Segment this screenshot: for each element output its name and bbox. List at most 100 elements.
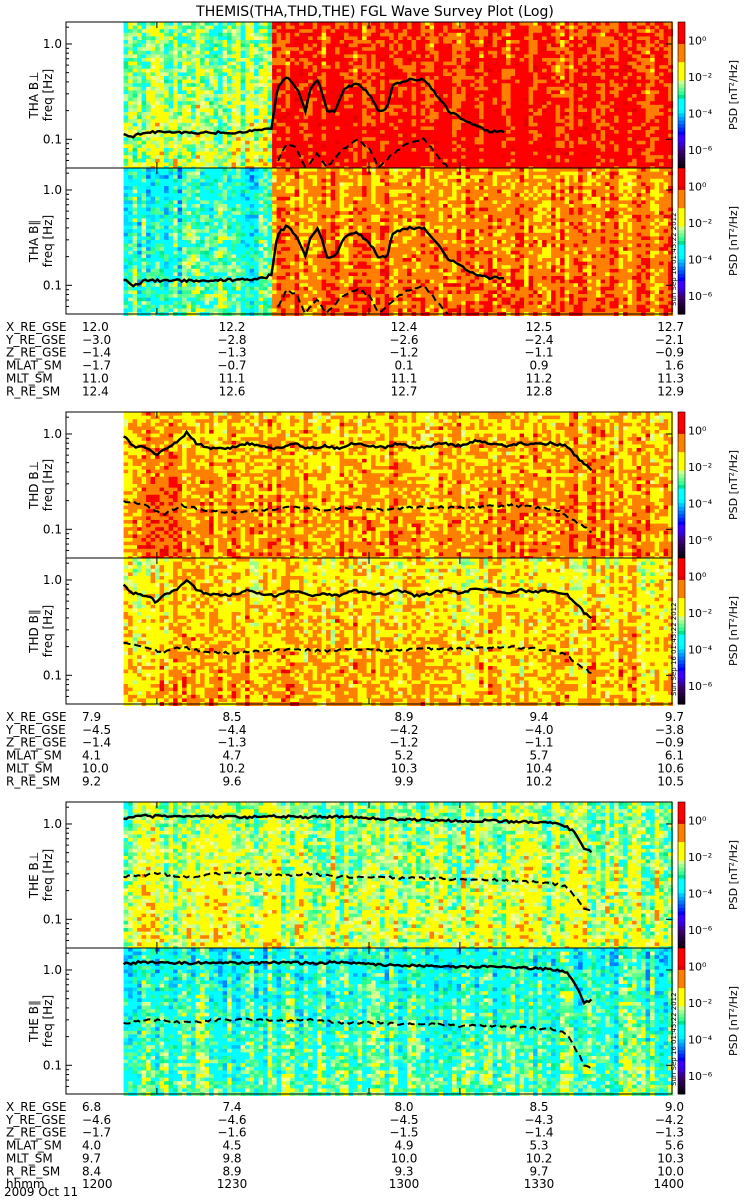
spectrogram-cell	[304, 36, 309, 40]
spectrogram-cell	[277, 119, 282, 123]
spectrogram-cell	[416, 119, 421, 123]
spectrogram-cell	[178, 116, 183, 120]
spectrogram-cell	[308, 54, 313, 58]
spectrogram-cell	[574, 76, 579, 80]
spectrogram-cell	[394, 94, 399, 98]
spectrogram-cell	[173, 54, 178, 58]
spectrogram-cell	[160, 162, 165, 166]
spectrogram-cell	[569, 47, 574, 51]
spectrogram-cell	[331, 144, 336, 148]
spectrogram-cell	[313, 40, 318, 44]
spectrogram-cell	[506, 134, 511, 138]
spectrogram-cell	[520, 116, 525, 120]
spectrogram-cell	[290, 29, 295, 33]
spectrogram-cell	[502, 44, 507, 48]
spectrogram-cell	[497, 80, 502, 84]
spectrogram-cell	[214, 29, 219, 33]
spectrogram-cell	[232, 69, 237, 73]
spectrogram-cell	[425, 44, 430, 48]
spectrogram-cell	[538, 141, 543, 145]
spectrogram-cell	[214, 54, 219, 58]
spectrogram-cell	[551, 98, 556, 102]
spectrogram-cell	[452, 29, 457, 33]
spectrogram-cell	[529, 40, 534, 44]
spectrogram-cell	[407, 51, 412, 55]
spectrogram-cell	[205, 98, 210, 102]
spectrogram-cell	[502, 22, 507, 26]
spectrogram-cell	[277, 108, 282, 112]
spectrogram-cell	[520, 58, 525, 62]
spectrogram-cell	[142, 40, 147, 44]
spectrogram-cell	[214, 76, 219, 80]
spectrogram-cell	[218, 152, 223, 156]
spectrogram-cell	[218, 26, 223, 30]
spectrogram-cell	[250, 137, 255, 141]
spectrogram-cell	[511, 36, 516, 40]
spectrogram-cell	[344, 44, 349, 48]
spectrogram-cell	[286, 22, 291, 26]
spectrogram-cell	[425, 54, 430, 58]
spectrogram-cell	[565, 58, 570, 62]
spectrogram-cell	[124, 40, 129, 44]
spectrogram-cell	[272, 76, 277, 80]
spectrogram-cell	[425, 76, 430, 80]
spectrogram-cell	[484, 148, 489, 152]
spectrogram-cell	[520, 62, 525, 66]
spectrogram-cell	[353, 112, 358, 116]
spectrogram-cell	[250, 29, 255, 33]
spectrogram-cell	[475, 159, 480, 163]
spectrogram-cell	[443, 141, 448, 145]
spectrogram-cell	[349, 130, 354, 134]
spectrogram-cell	[295, 62, 300, 66]
spectrogram-cell	[524, 108, 529, 112]
spectrogram-cell	[470, 155, 475, 159]
spectrogram-cell	[385, 144, 390, 148]
spectrogram-cell	[560, 123, 565, 127]
spectrogram-cell	[542, 94, 547, 98]
spectrogram-cell	[515, 47, 520, 51]
spectrogram-cell	[344, 76, 349, 80]
spectrogram-cell	[448, 22, 453, 26]
spectrogram-cell	[191, 72, 196, 76]
spectrogram-cell	[151, 159, 156, 163]
spectrogram-cell	[443, 76, 448, 80]
spectrogram-cell	[254, 155, 259, 159]
spectrogram-cell	[214, 33, 219, 37]
spectrogram-cell	[335, 47, 340, 51]
spectrogram-cell	[299, 22, 304, 26]
spectrogram-cell	[371, 62, 376, 66]
spectrogram-cell	[565, 159, 570, 163]
spectrogram-cell	[538, 29, 543, 33]
spectrogram-cell	[407, 33, 412, 37]
spectrogram-cell	[344, 36, 349, 40]
spectrogram-cell	[389, 148, 394, 152]
spectrogram-cell	[349, 22, 354, 26]
spectrogram-cell	[263, 51, 268, 55]
spectrogram-cell	[497, 159, 502, 163]
spectrogram-cell	[290, 112, 295, 116]
spectrogram-cell	[137, 126, 142, 130]
spectrogram-cell	[187, 76, 192, 80]
spectrogram-cell	[304, 119, 309, 123]
spectrogram-cell	[380, 116, 385, 120]
spectrogram-cell	[313, 130, 318, 134]
spectrogram-cell	[187, 148, 192, 152]
spectrogram-cell	[385, 22, 390, 26]
spectrogram-cell	[484, 116, 489, 120]
spectrogram-cell	[488, 62, 493, 66]
spectrogram-cell	[178, 152, 183, 156]
spectrogram-cell	[524, 141, 529, 145]
spectrogram-cell	[151, 162, 156, 166]
spectrogram-cell	[439, 69, 444, 73]
spectrogram-cell	[358, 58, 363, 62]
spectrogram-cell	[560, 141, 565, 145]
spectrogram-cell	[403, 152, 408, 156]
spectrogram-cell	[538, 83, 543, 87]
spectrogram-cell	[407, 94, 412, 98]
spectrogram-cell	[281, 119, 286, 123]
spectrogram-cell	[484, 119, 489, 123]
spectrogram-cell	[290, 40, 295, 44]
spectrogram-cell	[542, 155, 547, 159]
spectrogram-cell	[344, 58, 349, 62]
spectrogram-cell	[488, 65, 493, 69]
